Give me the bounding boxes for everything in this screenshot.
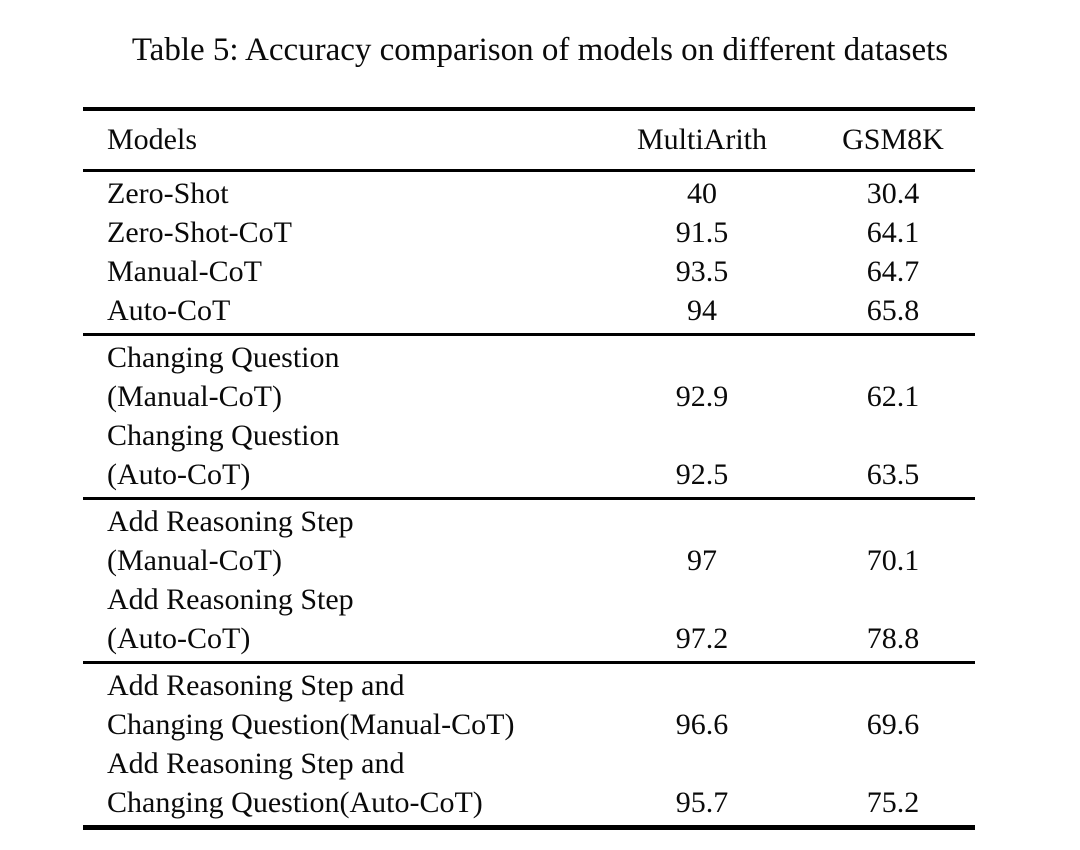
model-name-cell: Add Reasoning Step and Changing Question(… [83,666,593,744]
multiarith-value-cell: 91.5 [675,216,729,249]
model-name-line: (Auto-CoT) [107,622,251,655]
multiarith-value-cell: 92.5 [675,458,729,491]
model-name-line: (Manual-CoT) [107,380,282,413]
table-row: Auto-CoT 94 65.8 [83,291,975,330]
table-row-group: Add Reasoning Step and Changing Question(… [83,664,975,825]
model-name-line: Changing Question(Auto-CoT) [107,786,483,819]
model-name-line: Changing Question [107,341,340,374]
model-name-line: Add Reasoning Step and [107,669,405,702]
table-row-group: Changing Question (Manual-CoT) 92.9 62.1 … [83,336,975,500]
table-row: Add Reasoning Step (Auto-CoT) 97.2 78.8 [83,580,975,658]
multiarith-value-cell: 95.7 [675,786,729,819]
multiarith-value-cell: 93.5 [675,255,729,288]
model-name-line: Manual-CoT [107,255,262,288]
model-name-line: Add Reasoning Step [107,505,354,538]
gsm8k-value-cell: 64.7 [866,255,920,288]
model-name-line: Zero-Shot-CoT [107,216,292,249]
multiarith-value-cell: 92.9 [675,380,729,413]
table-row: Add Reasoning Step and Changing Question(… [83,666,975,744]
model-name-line: Auto-CoT [107,294,231,327]
multiarith-value-cell: 97.2 [675,622,729,655]
model-name-line: Zero-Shot [107,177,229,210]
table-row: Zero-Shot 40 30.4 [83,174,975,213]
model-name-cell: Changing Question (Manual-CoT) [83,338,593,416]
column-header-gsm8k: GSM8K [842,123,944,156]
multiarith-value-cell: 94 [687,294,717,327]
table-row: Changing Question (Manual-CoT) 92.9 62.1 [83,338,975,416]
multiarith-value-cell: 40 [687,177,717,210]
multiarith-value-cell: 96.6 [675,708,729,741]
model-name-cell: Changing Question (Auto-CoT) [83,416,593,494]
gsm8k-value-cell: 69.6 [866,708,920,741]
model-name-line: Changing Question [107,419,340,452]
gsm8k-value-cell: 78.8 [866,622,920,655]
model-name-cell: Auto-CoT [83,291,593,330]
model-name-line: (Auto-CoT) [107,458,251,491]
gsm8k-value-cell: 70.1 [866,544,920,577]
model-name-cell: Add Reasoning Step (Manual-CoT) [83,502,593,580]
gsm8k-value-cell: 63.5 [866,458,920,491]
column-header-multiarith: MultiArith [636,123,767,156]
gsm8k-value-cell: 64.1 [866,216,920,249]
model-name-line: Add Reasoning Step and [107,747,405,780]
gsm8k-value-cell: 30.4 [866,177,920,210]
model-name-cell: Manual-CoT [83,252,593,291]
model-name-cell: Add Reasoning Step and Changing Question(… [83,744,593,822]
multiarith-value-cell: 97 [687,544,717,577]
model-name-cell: Zero-Shot [83,174,593,213]
table-row: Add Reasoning Step and Changing Question(… [83,744,975,822]
model-name-line: Add Reasoning Step [107,583,354,616]
gsm8k-value-cell: 65.8 [866,294,920,327]
model-name-line: Changing Question(Manual-CoT) [107,708,515,741]
gsm8k-value-cell: 75.2 [866,786,920,819]
model-name-cell: Zero-Shot-CoT [83,213,593,252]
model-name-line: (Manual-CoT) [107,544,282,577]
table-row-group: Add Reasoning Step (Manual-CoT) 97 70.1 A… [83,500,975,664]
table-row: Changing Question (Auto-CoT) 92.5 63.5 [83,416,975,494]
table-body: Zero-Shot 40 30.4 Zero-Shot-CoT 91.5 64.… [83,172,975,825]
table-caption: Table 5: Accuracy comparison of models o… [131,32,949,68]
table-row: Manual-CoT 93.5 64.7 [83,252,975,291]
table-row-group: Zero-Shot 40 30.4 Zero-Shot-CoT 91.5 64.… [83,172,975,336]
table-header-row: Models MultiArith GSM8K [83,111,975,172]
table-row: Zero-Shot-CoT 91.5 64.1 [83,213,975,252]
column-header-models: Models [107,123,197,156]
gsm8k-value-cell: 62.1 [866,380,920,413]
model-name-cell: Add Reasoning Step (Auto-CoT) [83,580,593,658]
table-row: Add Reasoning Step (Manual-CoT) 97 70.1 [83,502,975,580]
accuracy-table: Models MultiArith GSM8K Zero-Shot 40 30.… [83,107,975,830]
